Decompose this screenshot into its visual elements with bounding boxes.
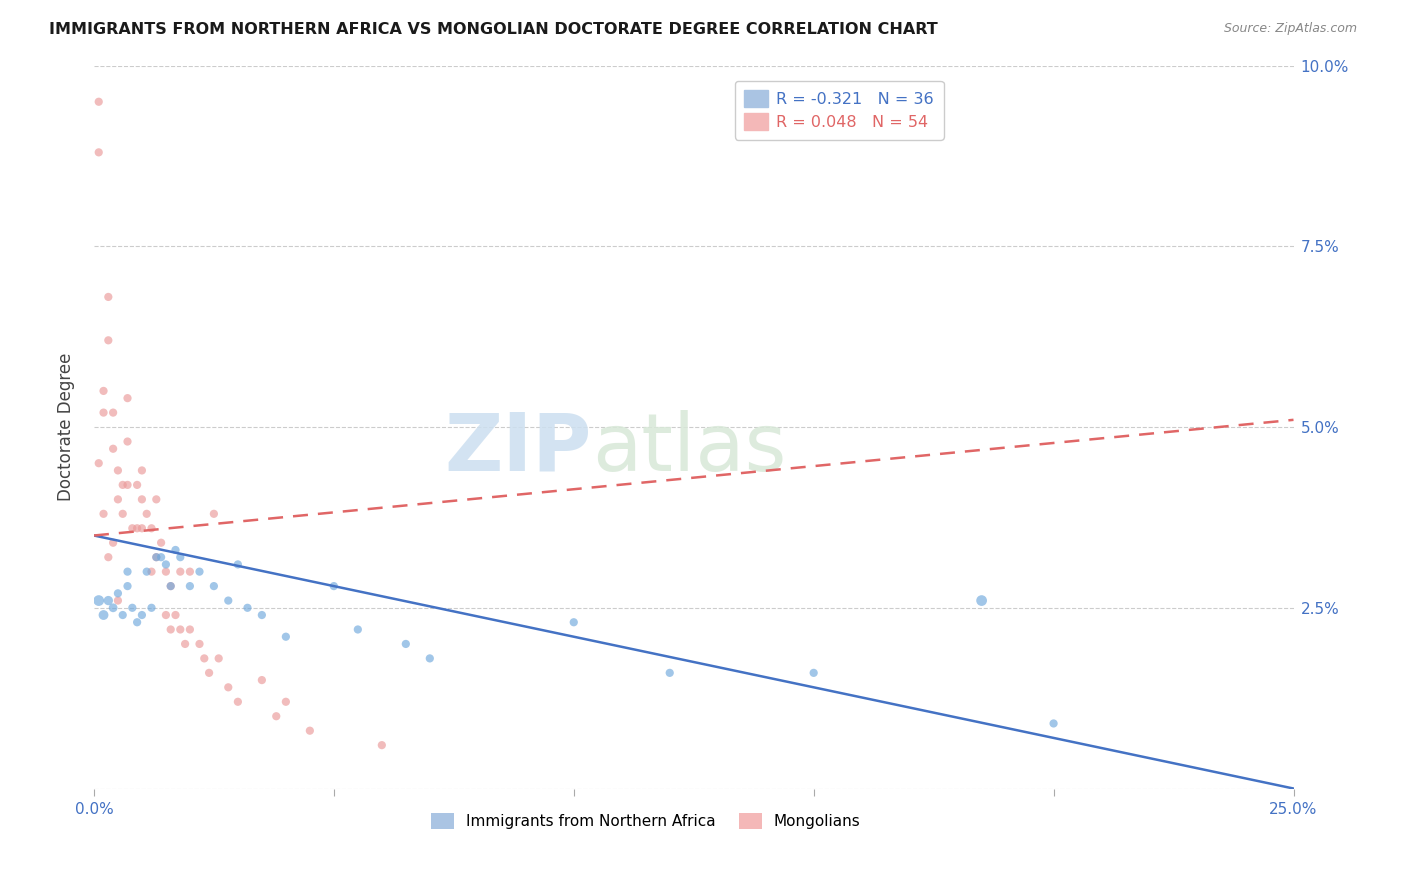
Point	[970, 593, 993, 607]
Point	[135, 565, 157, 579]
Point	[131, 607, 153, 622]
Point	[127, 521, 149, 535]
Point	[111, 507, 134, 521]
Point	[155, 607, 177, 622]
Point	[174, 637, 197, 651]
Point	[264, 709, 287, 723]
Point	[141, 521, 163, 535]
Point	[202, 507, 225, 521]
Point	[165, 607, 187, 622]
Point	[101, 535, 124, 549]
Point	[419, 651, 441, 665]
Point	[107, 586, 129, 600]
Point	[97, 550, 120, 565]
Point	[145, 492, 167, 507]
Point	[159, 623, 181, 637]
Legend: Immigrants from Northern Africa, Mongolians: Immigrants from Northern Africa, Mongoli…	[425, 807, 866, 835]
Point	[658, 665, 681, 680]
Point	[274, 630, 297, 644]
Point	[111, 607, 134, 622]
Point	[97, 290, 120, 304]
Point	[93, 607, 115, 622]
Point	[87, 145, 110, 160]
Point	[298, 723, 321, 738]
Point	[155, 565, 177, 579]
Point	[150, 550, 173, 565]
Point	[111, 478, 134, 492]
Point	[107, 593, 129, 607]
Point	[131, 521, 153, 535]
Point	[347, 623, 370, 637]
Point	[159, 579, 181, 593]
Point	[188, 637, 211, 651]
Point	[395, 637, 418, 651]
Text: ZIP: ZIP	[444, 409, 592, 488]
Point	[1042, 716, 1064, 731]
Point	[101, 442, 124, 456]
Point	[97, 593, 120, 607]
Point	[87, 593, 110, 607]
Point	[93, 507, 115, 521]
Point	[202, 579, 225, 593]
Point	[165, 543, 187, 558]
Point	[169, 550, 191, 565]
Point	[179, 579, 201, 593]
Text: atlas: atlas	[592, 409, 786, 488]
Point	[87, 456, 110, 470]
Point	[141, 600, 163, 615]
Point	[169, 565, 191, 579]
Point	[803, 665, 825, 680]
Point	[198, 665, 221, 680]
Point	[117, 579, 139, 593]
Point	[117, 565, 139, 579]
Point	[179, 623, 201, 637]
Point	[150, 535, 173, 549]
Point	[250, 607, 273, 622]
Point	[274, 695, 297, 709]
Point	[562, 615, 585, 630]
Point	[141, 565, 163, 579]
Point	[208, 651, 231, 665]
Point	[371, 738, 394, 752]
Point	[145, 550, 167, 565]
Point	[107, 492, 129, 507]
Y-axis label: Doctorate Degree: Doctorate Degree	[58, 353, 75, 501]
Point	[179, 565, 201, 579]
Point	[117, 391, 139, 405]
Point	[131, 492, 153, 507]
Point	[226, 695, 249, 709]
Point	[117, 478, 139, 492]
Point	[107, 463, 129, 477]
Point	[217, 681, 239, 695]
Point	[117, 434, 139, 449]
Point	[236, 600, 259, 615]
Point	[226, 558, 249, 572]
Point	[188, 565, 211, 579]
Text: IMMIGRANTS FROM NORTHERN AFRICA VS MONGOLIAN DOCTORATE DEGREE CORRELATION CHART: IMMIGRANTS FROM NORTHERN AFRICA VS MONGO…	[49, 22, 938, 37]
Point	[93, 384, 115, 398]
Point	[145, 550, 167, 565]
Point	[250, 673, 273, 687]
Point	[87, 95, 110, 109]
Point	[127, 478, 149, 492]
Point	[135, 507, 157, 521]
Point	[101, 406, 124, 420]
Point	[121, 600, 143, 615]
Point	[97, 334, 120, 348]
Point	[322, 579, 344, 593]
Point	[217, 593, 239, 607]
Point	[101, 600, 124, 615]
Point	[169, 623, 191, 637]
Text: Source: ZipAtlas.com: Source: ZipAtlas.com	[1223, 22, 1357, 36]
Point	[159, 579, 181, 593]
Point	[155, 558, 177, 572]
Point	[121, 521, 143, 535]
Point	[131, 463, 153, 477]
Point	[93, 406, 115, 420]
Point	[127, 615, 149, 630]
Point	[193, 651, 215, 665]
